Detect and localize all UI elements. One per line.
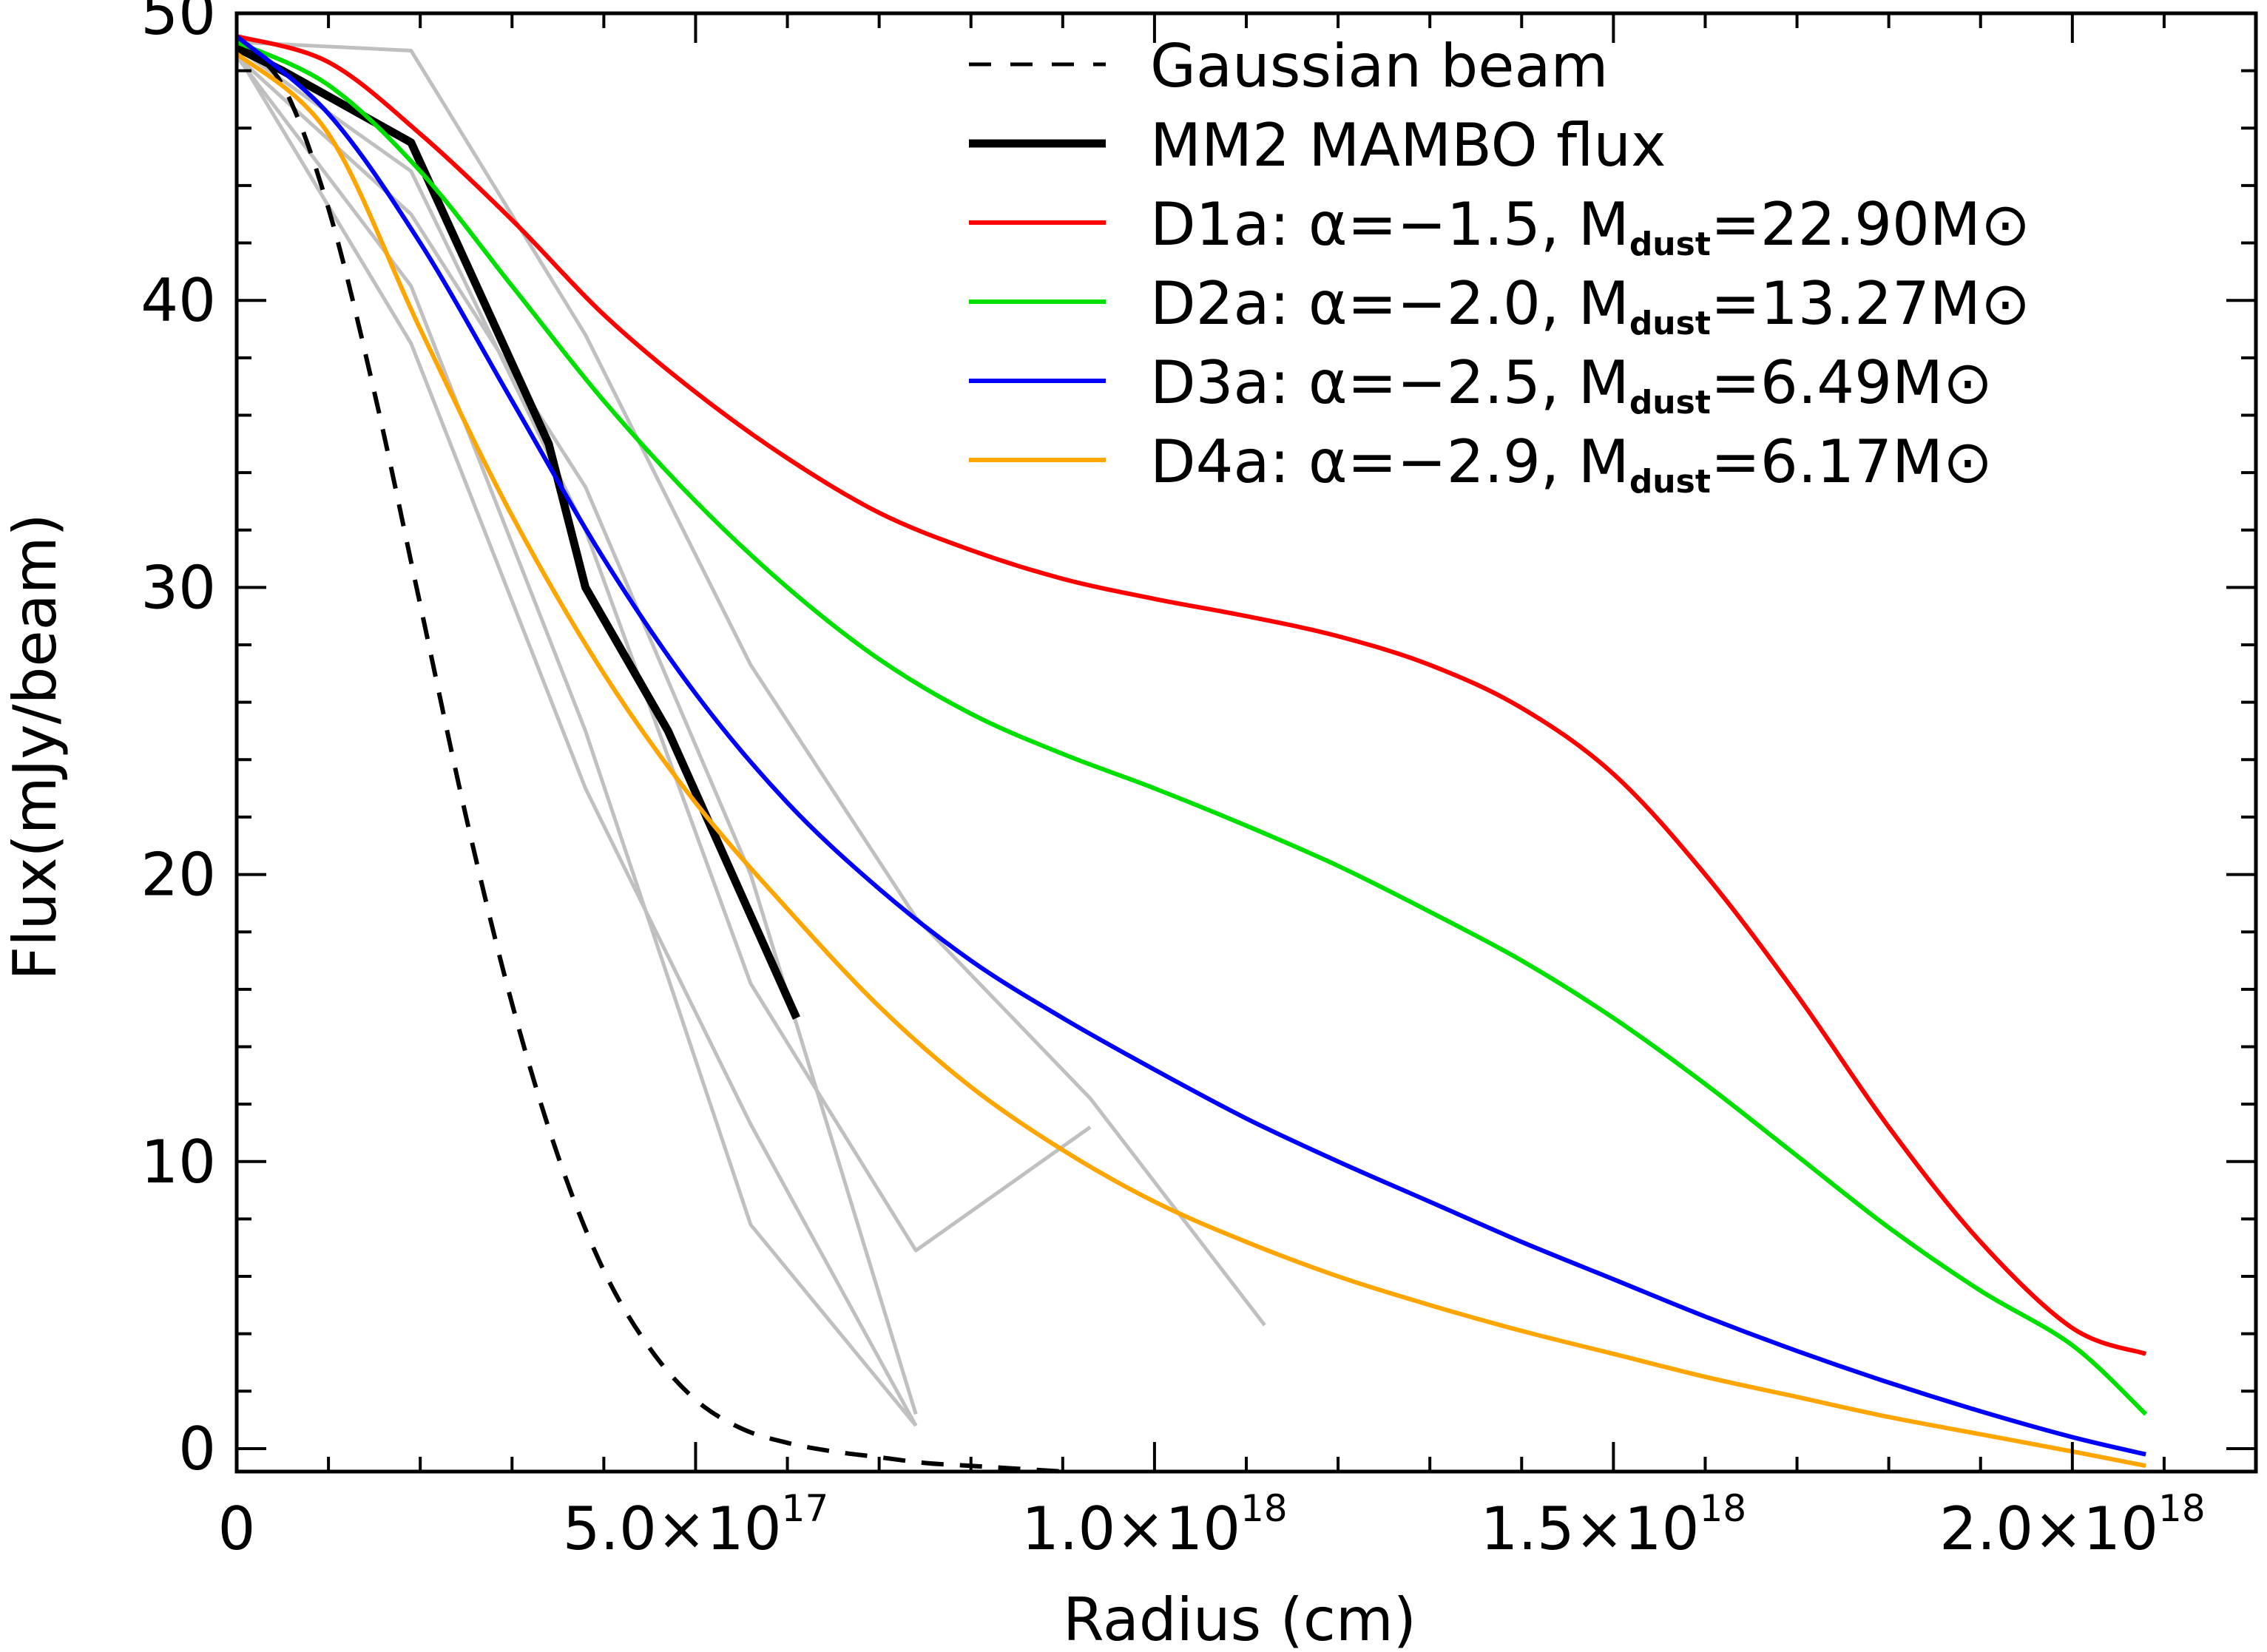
legend-sun-symbol: ⊙ [1981, 190, 2030, 259]
legend-mass-value: =6.17M [1711, 427, 1943, 496]
x-tick-exponent: 18 [2158, 1487, 2206, 1530]
x-tick-label: 2.0×1018 [1939, 1487, 2206, 1563]
legend-series-text: MM2 MAMBO flux [1150, 111, 1666, 180]
series-line-d2a [235, 40, 2148, 1416]
x-tick-label: 1.0×1018 [1021, 1487, 1288, 1563]
legend-dust-subscript: dust [1629, 463, 1711, 501]
y-tick-label: 20 [141, 841, 216, 910]
legend-label-d2a: D2a: α=−2.0, Mdust=13.27M⊙ [1150, 269, 2030, 342]
x-axis-title: Radius (cm) [1063, 1585, 1416, 1652]
legend-alpha-value: =−1.5, M [1348, 190, 1629, 259]
series-line-gray-curve-5 [235, 55, 918, 1415]
y-tick-label: 30 [141, 553, 216, 622]
y-tick-label: 50 [141, 0, 216, 48]
series-line-gaussian-beam [234, 40, 1064, 1474]
legend-series-text: D2a: [1150, 269, 1308, 338]
legend-mass-value: =6.49M [1711, 348, 1943, 417]
series-line-d4a [235, 52, 2146, 1469]
series-line-gray-curve-2 [235, 55, 918, 1427]
legend-sun-symbol: ⊙ [1943, 348, 1993, 417]
x-tick-label: 0 [218, 1494, 256, 1563]
legend-series-text: D3a: [1150, 348, 1308, 417]
legend-label-mm2-mambo-flux: MM2 MAMBO flux [1150, 111, 1666, 180]
axis-tick-labels: 0 5.0×1017 1.0×1018 1.5×1018 2.0×1018 0 10 20 30… [141, 0, 2205, 1563]
legend-alpha-value: =−2.9, M [1348, 427, 1629, 496]
model-curves [234, 34, 2148, 1474]
legend-mass-value: =13.27M [1711, 269, 1981, 338]
legend-sun-symbol: ⊙ [1981, 269, 2030, 338]
y-axis-title: Flux(mJy/beam) [1, 513, 70, 980]
series-line-gray-curve-4 [235, 46, 1092, 1253]
legend-alpha-symbol: α [1308, 427, 1348, 496]
legend-label-d1a: D1a: α=−1.5, Mdust=22.90M⊙ [1150, 190, 2030, 263]
legend-alpha-value: =−2.5, M [1348, 348, 1629, 417]
x-tick-label: 5.0×1017 [563, 1487, 829, 1563]
x-tick-exponent: 18 [1700, 1487, 1747, 1530]
legend-series-text: D1a: [1150, 190, 1308, 259]
legend-series-text: D4a: [1150, 427, 1308, 496]
legend-dust-subscript: dust [1629, 384, 1711, 422]
legend-alpha-value: =−2.0, M [1348, 269, 1629, 338]
x-tick-exponent: 17 [782, 1487, 829, 1530]
legend-mass-value: =22.90M [1711, 190, 1981, 259]
x-tick-exponent: 18 [1240, 1487, 1288, 1530]
legend-label-d4a: D4a: α=−2.9, Mdust=6.17M⊙ [1150, 427, 1993, 501]
legend-alpha-symbol: α [1308, 190, 1348, 259]
legend-dust-subscript: dust [1629, 305, 1711, 342]
legend-alpha-symbol: α [1308, 348, 1348, 417]
gray-curves [234, 40, 1266, 1427]
legend-label-gaussian-beam: Gaussian beam [1150, 32, 1608, 101]
series-line-d1a [236, 34, 2147, 1356]
series-line-gray-curve-1 [236, 40, 1266, 1327]
legend-dust-subscript: dust [1629, 226, 1711, 263]
legend-alpha-symbol: α [1308, 269, 1348, 338]
series-line-gray-curve-3 [234, 53, 918, 1427]
y-tick-label: 10 [141, 1128, 216, 1196]
legend-label-d3a: D3a: α=−2.5, Mdust=6.49M⊙ [1150, 348, 1993, 422]
axis-ticks [235, 12, 2257, 1472]
y-tick-label: 0 [178, 1415, 216, 1483]
y-tick-label: 40 [141, 266, 216, 335]
x-tick-label: 1.5×1018 [1481, 1487, 1747, 1563]
legend-series-text: Gaussian beam [1150, 32, 1608, 101]
legend-sun-symbol: ⊙ [1943, 427, 1993, 496]
series-line-d3a [235, 34, 2146, 1457]
